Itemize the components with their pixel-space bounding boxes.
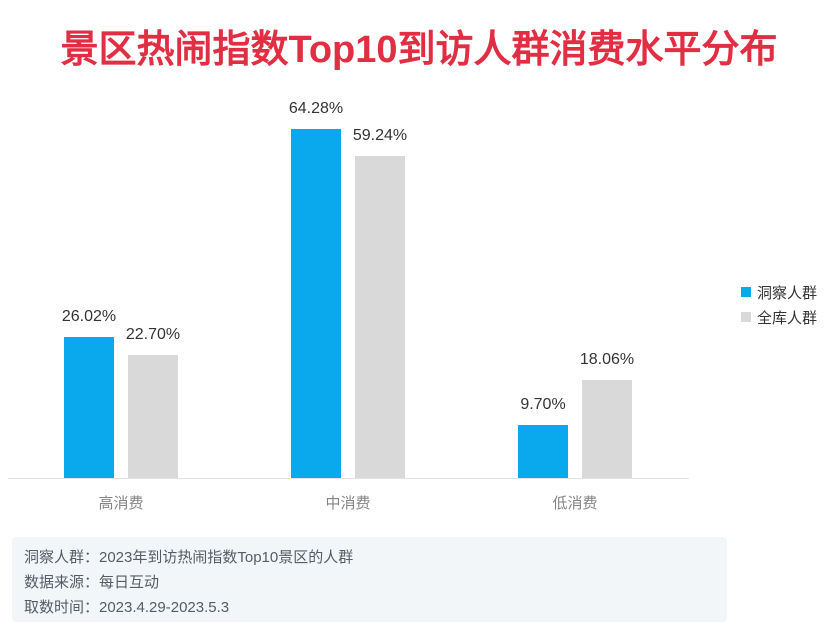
legend-swatch-full-database-icon <box>741 312 751 322</box>
bar-value-label: 22.70% <box>125 326 181 343</box>
bar-洞察人群-中消费 <box>291 129 341 478</box>
legend-item-full-database-population: 全库人群 <box>741 307 817 327</box>
bar-value-label: 59.24% <box>352 127 408 144</box>
x-axis-label-high-consumption: 高消费 <box>98 495 144 512</box>
bar-洞察人群-高消费 <box>64 337 114 478</box>
footnote-data-period: 取数时间：2023.4.29-2023.5.3 <box>24 599 230 616</box>
bar-value-label: 9.70% <box>520 396 566 413</box>
x-axis-label-mid-consumption: 中消费 <box>325 495 371 512</box>
chart-title: 景区热闹指数Top10到访人群消费水平分布 <box>60 29 778 71</box>
legend: 洞察人群 全库人群 <box>741 282 817 332</box>
legend-label-full-database: 全库人群 <box>757 309 818 327</box>
x-axis-label-low-consumption: 低消费 <box>552 495 598 512</box>
footnote-insight-population-definition: 洞察人群：2023年到访热闹指数Top10景区的人群 <box>24 549 354 566</box>
bar-全库人群-低消费 <box>582 380 632 478</box>
footnote-panel: 洞察人群：2023年到访热闹指数Top10景区的人群 数据来源：每日互动 取数时… <box>12 537 727 622</box>
footnote-data-source: 数据来源：每日互动 <box>24 574 160 591</box>
bar-value-label: 64.28% <box>288 100 344 117</box>
bar-洞察人群-低消费 <box>518 425 568 478</box>
bar-value-label: 26.02% <box>61 308 117 325</box>
legend-label-insight: 洞察人群 <box>757 284 818 302</box>
legend-item-insight-population: 洞察人群 <box>741 282 817 302</box>
bar-value-label: 18.06% <box>579 351 635 368</box>
bar-全库人群-中消费 <box>355 156 405 478</box>
bar-全库人群-高消费 <box>128 355 178 478</box>
legend-swatch-insight-icon <box>741 287 751 297</box>
x-axis-line <box>8 478 689 479</box>
